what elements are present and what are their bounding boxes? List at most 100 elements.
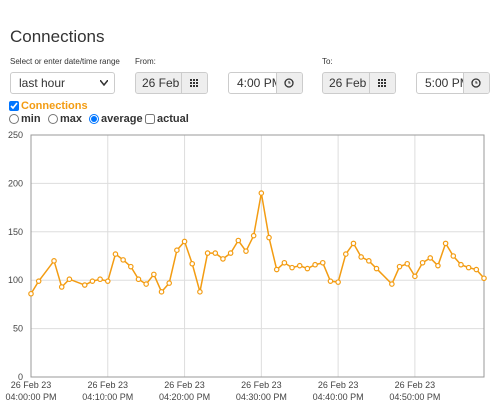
data-point: [304, 265, 311, 272]
aggregate-label: actual: [157, 113, 189, 125]
to-time[interactable]: 5:00 PM: [416, 72, 490, 94]
data-point: [166, 280, 173, 286]
x-tick-label: 04:50:00 PM: [389, 392, 440, 402]
aggregate-input[interactable]: [145, 114, 155, 124]
data-point: [58, 284, 65, 290]
data-point: [327, 278, 334, 284]
data-point: [481, 275, 487, 282]
data-point: [366, 258, 372, 264]
y-tick-label: 250: [8, 130, 23, 140]
aggregate-option[interactable]: max: [48, 113, 82, 125]
data-point: [81, 282, 88, 288]
data-point: [312, 261, 318, 268]
data-point: [243, 248, 249, 254]
chart: 0 50 100 150 200 250 26 Feb 23 04:00:00 PM 26 Fe…: [5, 130, 487, 402]
x-tick-label: 26 Feb 23: [241, 380, 282, 390]
data-point: [128, 263, 134, 270]
range-select[interactable]: last hour: [10, 72, 115, 94]
series-checkbox[interactable]: [9, 101, 19, 111]
from-time[interactable]: 4:00 PM: [228, 72, 303, 94]
data-point: [174, 247, 180, 253]
series-toggle[interactable]: Connections: [9, 100, 88, 112]
to-label: To:: [322, 57, 333, 66]
data-point: [35, 278, 42, 284]
data-point: [442, 240, 449, 247]
data-point: [273, 266, 280, 273]
x-tick-label: 04:10:00 PM: [82, 392, 133, 402]
aggregate-option[interactable]: min: [9, 113, 41, 125]
data-point: [412, 273, 418, 280]
x-tick-label: 26 Feb 23: [88, 380, 129, 390]
data-point: [342, 251, 349, 257]
y-tick-label: 150: [8, 227, 23, 237]
to-time-text: 5:00 PM: [425, 76, 470, 90]
x-tick-label: 26 Feb 23: [164, 380, 205, 390]
data-point: [212, 250, 219, 256]
data-point: [335, 279, 341, 285]
chevron: [100, 80, 108, 86]
data-point: [458, 261, 464, 268]
data-point: [250, 232, 257, 239]
data-point: [158, 289, 165, 295]
aggregate-option[interactable]: actual: [145, 113, 189, 125]
to-date[interactable]: 26 Feb 2: [322, 72, 396, 94]
from-date[interactable]: 26 Feb 2: [135, 72, 208, 94]
aggregate-label: average: [101, 113, 143, 125]
from-label: From:: [135, 57, 156, 66]
aggregate-input[interactable]: [48, 114, 58, 124]
range-value: last hour: [19, 76, 66, 90]
y-tick-label: 200: [8, 178, 23, 188]
x-tick-label: 04:00:00 PM: [5, 392, 56, 402]
range-label: Select or enter date/time range: [10, 57, 120, 66]
data-point: [281, 259, 288, 266]
data-point: [450, 253, 457, 259]
data-point: [289, 264, 295, 271]
data-point: [373, 265, 380, 272]
data-point: [266, 234, 272, 241]
data-point: [189, 260, 196, 267]
from-date-text: 26 Feb 2: [142, 76, 190, 90]
data-point: [197, 289, 203, 295]
to-date-text: 26 Feb 2: [329, 76, 377, 90]
data-point: [89, 278, 96, 284]
series-toggle-label: Connections: [21, 100, 88, 112]
calendar-button[interactable]: [369, 73, 395, 93]
x-tick-label: 26 Feb 23: [11, 380, 52, 390]
data-point: [473, 266, 480, 273]
aggregate-option[interactable]: average: [89, 113, 143, 125]
clock-button[interactable]: [463, 73, 489, 93]
x-tick-label: 26 Feb 23: [395, 380, 436, 390]
x-tick-label: 04:40:00 PM: [313, 392, 364, 402]
data-point: [404, 260, 411, 267]
aggregate-label: min: [21, 113, 41, 125]
x-tick-label: 04:30:00 PM: [236, 392, 287, 402]
page-title: Connections: [10, 27, 105, 46]
y-tick-label: 50: [13, 324, 23, 334]
from-time-text: 4:00 PM: [237, 76, 282, 90]
data-point: [227, 250, 234, 256]
y-tick-label: 100: [8, 275, 23, 285]
data-point: [151, 271, 157, 278]
data-point: [204, 250, 211, 256]
aggregate-label: max: [60, 113, 83, 125]
data-point: [389, 281, 395, 287]
data-point: [235, 237, 242, 244]
data-point: [28, 290, 34, 297]
clock-button[interactable]: [276, 73, 302, 93]
data-point: [396, 263, 403, 270]
data-point: [181, 238, 188, 245]
data-point: [143, 281, 149, 287]
data-point: [120, 257, 126, 263]
data-point: [104, 278, 111, 284]
data-point: [319, 259, 326, 266]
data-point: [296, 262, 303, 269]
data-point: [465, 264, 472, 271]
aggregate-input[interactable]: [89, 114, 99, 124]
calendar-button[interactable]: [181, 73, 207, 93]
data-point: [220, 256, 226, 262]
data-point: [135, 276, 142, 283]
data-point: [66, 276, 73, 283]
aggregate-input[interactable]: [9, 114, 19, 124]
data-point: [419, 259, 426, 266]
